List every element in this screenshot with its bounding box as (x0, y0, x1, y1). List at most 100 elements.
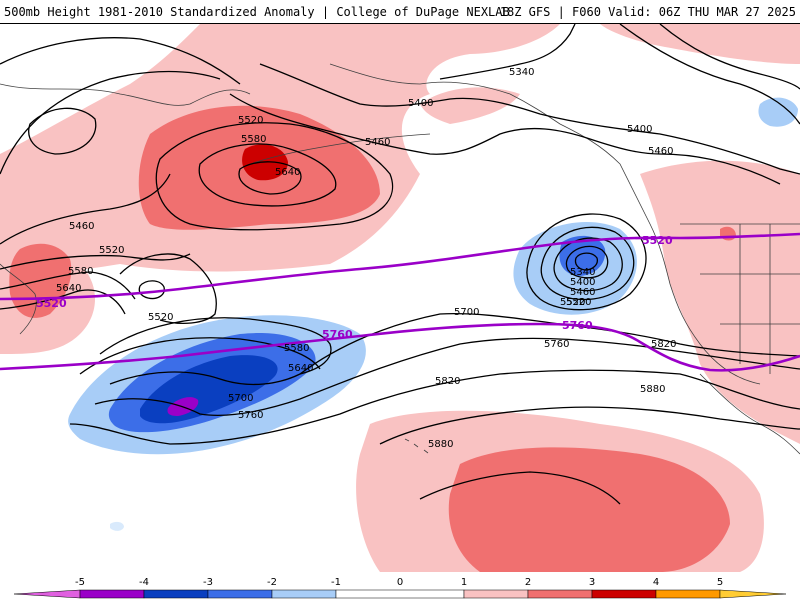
coastline-hawaii (404, 438, 429, 454)
height-contours (0, 24, 800, 505)
contour-5580-west (0, 271, 136, 300)
colorbar-tick-label: 4 (653, 577, 659, 588)
colorbar-tick-label: -2 (267, 577, 277, 588)
contour-5460-west (0, 173, 171, 245)
contour-label: 5340 (570, 267, 595, 278)
contour-5820 (69, 369, 800, 445)
negative-anomaly-small-blob (110, 521, 124, 531)
colorbar-arrow-right (719, 589, 787, 599)
contour-5580-pacific (99, 317, 332, 375)
colorbar-ticks: -5 -4 -3 -2 -1 0 1 2 3 4 5 (75, 577, 723, 588)
contour-low-inner (574, 252, 598, 271)
contour-5880-south (419, 471, 621, 505)
contour-5580-bering (198, 143, 337, 207)
highlight-contours (0, 232, 800, 372)
contour-arc-northwest-2 (0, 70, 221, 175)
contour-low-5460 (540, 226, 635, 301)
highlight-label: 5520 (36, 297, 67, 310)
contour-arctic (619, 24, 800, 125)
positive-anomaly-region-east-alaska (420, 87, 520, 124)
contour-label: 5700 (228, 393, 253, 404)
contour-label: 5700 (454, 307, 479, 318)
negative-anomaly-core-low (559, 235, 606, 276)
contour-5520-highlight (0, 232, 800, 301)
map-header: 500mb Height 1981-2010 Standardized Anom… (0, 0, 800, 24)
colorbar-tick-label: 0 (397, 577, 403, 588)
contour-labels: 5340 5400 5400 5460 5460 5520 5580 5640 … (56, 67, 676, 450)
anomaly-map: 5340 5400 5400 5460 5460 5520 5580 5640 … (0, 24, 800, 572)
contour-label: 5820 (651, 339, 676, 350)
contour-label: 5760 (544, 339, 569, 350)
highlight-labels: 5520 5520 5760 5760 (36, 234, 673, 341)
contour-label: 5580 (241, 134, 266, 145)
contour-5520-west (0, 253, 191, 270)
highlight-label: 5520 (642, 234, 673, 247)
map-title: 500mb Height 1981-2010 Standardized Anom… (4, 5, 510, 19)
contour-arc-west-loop (28, 107, 97, 155)
contour-arc-northwest (0, 37, 241, 85)
contour-5460-north (229, 93, 781, 185)
positive-anomaly-region-west-us (640, 160, 800, 444)
colorbar-tick-label: 2 (525, 577, 531, 588)
contour-label: 5580 (68, 266, 93, 277)
highlight-label: 5760 (562, 319, 593, 332)
contour-low-5400 (553, 237, 623, 292)
coastline-aleutians (249, 133, 431, 165)
colorbar-tick-label: 5 (717, 577, 723, 588)
negative-anomaly-region-canada (758, 97, 798, 127)
contour-label: 5460 (648, 146, 673, 157)
colorbar-segment (335, 589, 465, 599)
contour-low-5520 (526, 213, 647, 311)
contour-label: 5520 (238, 115, 263, 126)
contour-5640-pacific (79, 337, 321, 375)
colorbar-tick-label: -4 (139, 577, 149, 588)
contour-label: 5520 (148, 312, 173, 323)
colorbar-segment (463, 589, 529, 599)
contour-low-5340 (565, 245, 609, 279)
colorbar-segment (207, 589, 273, 599)
contour-label: 5640 (288, 363, 313, 374)
contour-5340-north (439, 24, 576, 80)
contour-arctic-2 (659, 24, 800, 90)
colorbar-segment (271, 589, 337, 599)
contour-5400-north (259, 63, 800, 175)
coastline-siberia (0, 83, 251, 106)
anomaly-shading (0, 24, 800, 572)
contour-label: 5460 (570, 287, 595, 298)
positive-anomaly-region-arctic (600, 24, 800, 64)
positive-anomaly-core-subtropics (448, 447, 730, 572)
contour-label: 5520 (566, 297, 591, 308)
contour-label: 5760 (238, 410, 263, 421)
contour-label: 5640 (275, 167, 300, 178)
contour-5760-pacific (94, 337, 800, 416)
contour-label: 5340 (509, 67, 534, 78)
colorbar: -5 -4 -3 -2 -1 0 1 2 3 4 5 (0, 572, 800, 600)
contour-label: 5820 (435, 376, 460, 387)
colorbar-tick-label: -5 (75, 577, 85, 588)
contour-label: 5640 (56, 283, 81, 294)
colorbar-tick-label: 1 (461, 577, 467, 588)
colorbar-tick-label: 3 (589, 577, 595, 588)
colorbar-segment (527, 589, 593, 599)
contour-label: 5520 (560, 297, 585, 308)
model-run-info: 18Z GFS | F060 Valid: 06Z THU MAR 27 202… (499, 5, 796, 19)
contour-label: 5580 (284, 343, 309, 354)
contour-5880 (379, 406, 800, 445)
coastline-alaska (329, 63, 761, 385)
colorbar-segment (655, 589, 721, 599)
state-borders (680, 223, 800, 374)
colorbar-tick-label: -3 (203, 577, 213, 588)
contour-5640-bering (238, 161, 302, 195)
colorbar-segment (143, 589, 209, 599)
contour-5640-west (0, 289, 126, 315)
contour-label: 5400 (408, 98, 433, 109)
contour-5520-bering (155, 122, 394, 231)
contour-label: 5460 (69, 221, 94, 232)
highlight-label: 5760 (322, 328, 353, 341)
colorbar-tick-label: -1 (331, 577, 341, 588)
contour-label: 5880 (428, 439, 453, 450)
contour-label: 5520 (99, 245, 124, 256)
contour-label: 5400 (570, 277, 595, 288)
contour-label: 5880 (640, 384, 665, 395)
colorbar-segments (13, 589, 787, 599)
